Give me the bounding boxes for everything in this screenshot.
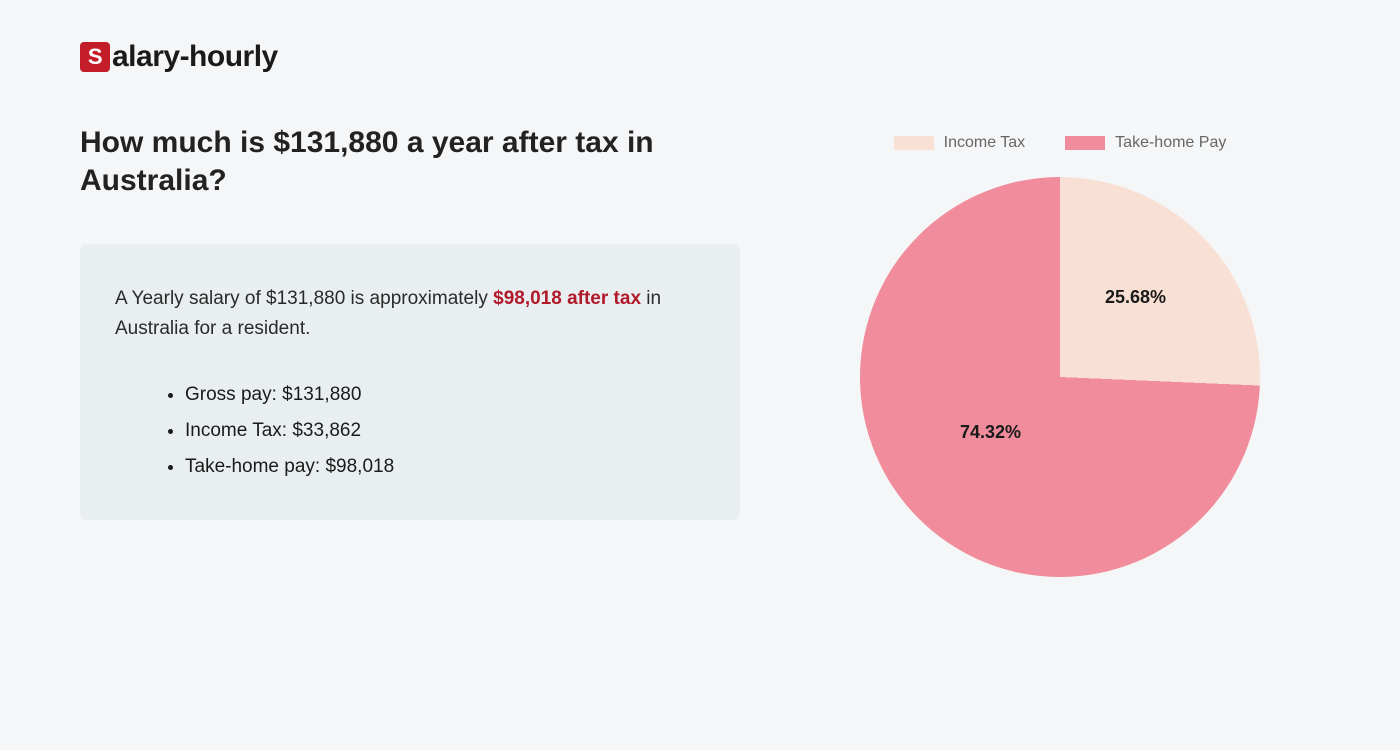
pie-chart: 25.68% 74.32% — [860, 177, 1260, 577]
summary-prefix: A Yearly salary of $131,880 is approxima… — [115, 288, 493, 309]
pie-circle — [860, 177, 1260, 577]
brand-logo: Salary-hourly — [80, 40, 1320, 74]
left-column: How much is $131,880 a year after tax in… — [80, 124, 740, 577]
summary-box: A Yearly salary of $131,880 is approxima… — [80, 244, 740, 520]
legend-item-take-home: Take-home Pay — [1065, 134, 1226, 152]
chart-column: Income Tax Take-home Pay 25.68% 74.32% — [800, 124, 1320, 577]
list-item: Take-home pay: $98,018 — [185, 449, 705, 485]
legend-swatch — [894, 136, 934, 150]
page-title: How much is $131,880 a year after tax in… — [80, 124, 740, 199]
legend-swatch — [1065, 136, 1105, 150]
legend-label: Take-home Pay — [1115, 134, 1226, 152]
pie-slice-label: 25.68% — [1105, 287, 1166, 308]
summary-highlight: $98,018 after tax — [493, 288, 641, 309]
list-item: Income Tax: $33,862 — [185, 413, 705, 449]
chart-legend: Income Tax Take-home Pay — [894, 134, 1227, 152]
brand-logo-badge: S — [80, 42, 110, 72]
pie-slice-label: 74.32% — [960, 422, 1021, 443]
legend-label: Income Tax — [944, 134, 1026, 152]
bullet-list: Gross pay: $131,880 Income Tax: $33,862 … — [115, 377, 705, 485]
summary-text: A Yearly salary of $131,880 is approxima… — [115, 284, 705, 345]
brand-logo-text: alary-hourly — [112, 40, 278, 74]
list-item: Gross pay: $131,880 — [185, 377, 705, 413]
legend-item-income-tax: Income Tax — [894, 134, 1026, 152]
main-content: How much is $131,880 a year after tax in… — [80, 124, 1320, 577]
